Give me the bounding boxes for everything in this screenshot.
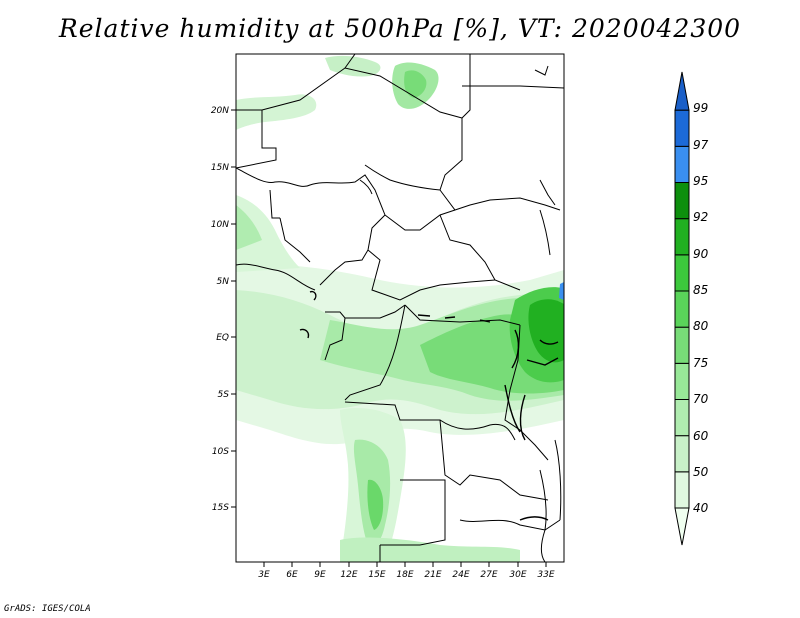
humidity-region-lakes-peak	[559, 282, 564, 300]
colorbar-segment	[674, 71, 690, 111]
humidity-region-lakes-core	[528, 299, 564, 363]
colorbar-label: 40	[693, 501, 709, 515]
colorbar-segment	[674, 290, 690, 328]
lon-label: 9E	[314, 570, 326, 580]
chart-title: Relative humidity at 500hPa [%], VT: 202…	[58, 14, 742, 43]
colorbar-label: 85	[693, 283, 708, 297]
lat-label: 15N	[211, 163, 229, 173]
humidity-region-south-edge	[340, 537, 520, 562]
colorbar-label: 50	[693, 465, 709, 479]
longitude-axis	[263, 562, 547, 567]
colorbar-segment	[674, 435, 690, 473]
colorbar-segment	[674, 254, 690, 292]
colorbar-segment	[674, 182, 690, 220]
lakes-and-coast	[299, 290, 559, 521]
colorbar-segment	[674, 109, 690, 147]
lon-label: 30E	[509, 570, 526, 580]
colorbar-label: 97	[693, 138, 709, 152]
colorbar-segment	[674, 471, 690, 509]
latitude-labels: 20N 15N 10N 5N EQ 5S 10S 15S	[211, 106, 229, 513]
humidity-region-angola-core	[367, 479, 384, 530]
lon-label: 24E	[452, 570, 469, 580]
lon-label: 18E	[396, 570, 413, 580]
lat-label: 5S	[218, 390, 230, 400]
colorbar-labels: 40 50 60 70 75 80 85 90 92 95 97 99	[693, 101, 709, 515]
country-borders	[236, 54, 564, 562]
lon-label: 15E	[368, 570, 385, 580]
lat-label: 20N	[211, 106, 229, 116]
colorbar-label: 80	[693, 319, 709, 333]
colorbar-label: 70	[693, 392, 709, 406]
lon-label: 3E	[258, 570, 270, 580]
colorbar-label: 90	[693, 247, 709, 261]
colorbar-segment	[674, 218, 690, 256]
lon-label: 27E	[480, 570, 497, 580]
map-frame	[235, 53, 565, 563]
longitude-labels: 3E 6E 9E 12E 15E 18E 21E 24E 27E 30E 33E	[258, 570, 555, 580]
lat-label: 10S	[212, 447, 229, 457]
latitude-axis	[231, 109, 236, 508]
lat-label: 5N	[217, 277, 230, 287]
lat-label: EQ	[216, 333, 229, 343]
humidity-region-sahara-plume-core	[404, 70, 427, 98]
lon-label: 12E	[340, 570, 357, 580]
colorbar-label: 92	[693, 210, 708, 224]
humidity-region-sahara-north	[325, 55, 381, 77]
colorbar-segment	[674, 399, 690, 437]
colorbar-segment	[674, 145, 690, 183]
humidity-region-guinea	[236, 195, 300, 272]
colorbar-label: 75	[693, 356, 708, 370]
colorbar-segment	[674, 326, 690, 364]
colorbar-segment	[674, 507, 690, 546]
lon-label: 6E	[286, 570, 298, 580]
grads-credit: GrADS: IGES/COLA	[4, 604, 91, 614]
colorbar-label: 95	[693, 174, 708, 188]
colorbar-label: 60	[693, 429, 709, 443]
lon-label: 21E	[424, 570, 441, 580]
colorbar	[674, 71, 690, 546]
lon-label: 33E	[537, 570, 554, 580]
lat-label: 15S	[212, 503, 229, 513]
colorbar-segment	[674, 362, 690, 401]
humidity-region-sahara-west	[236, 94, 317, 130]
lat-label: 10N	[211, 220, 229, 230]
colorbar-label: 99	[693, 101, 708, 115]
humidity-region-guinea-inner	[236, 205, 262, 250]
